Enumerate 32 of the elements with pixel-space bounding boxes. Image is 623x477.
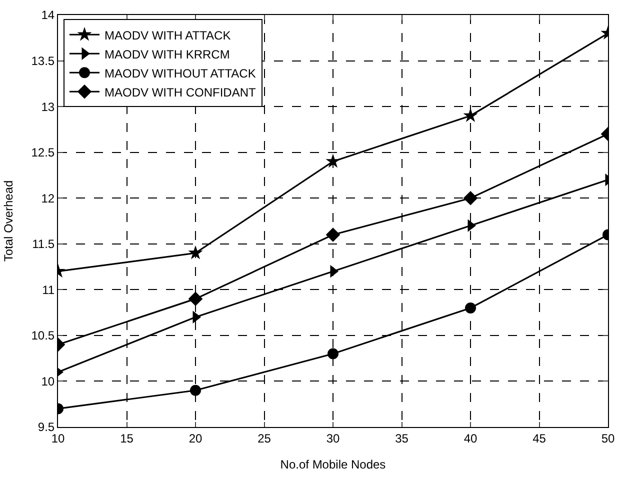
x-tick-label: 15 — [120, 431, 134, 446]
y-axis-title: Total Overhead — [2, 180, 16, 262]
x-tick-label: 40 — [464, 431, 478, 446]
y-tick-label: 11 — [42, 282, 55, 297]
point — [463, 108, 478, 122]
x-tick-label: 30 — [326, 431, 340, 446]
y-tick-label: 10.5 — [31, 328, 55, 343]
y-tick-label: 12 — [41, 191, 55, 206]
y-tick-label: 13 — [41, 100, 55, 114]
point — [326, 154, 340, 168]
y-tick-label: 14 — [41, 8, 55, 22]
point — [326, 228, 340, 242]
x-tick-label: 35 — [395, 431, 409, 446]
y-tick-label: 10 — [41, 374, 55, 388]
y-tick-label: 12.5 — [31, 146, 55, 160]
point — [328, 348, 338, 360]
x-tick-label: 25 — [258, 431, 272, 446]
legend-label: MAODV WITHOUT ATTACK — [104, 66, 256, 80]
point — [188, 245, 203, 260]
point — [190, 384, 201, 396]
legend-label: MAODV WITH KRRCM — [104, 47, 230, 62]
x-tick-label: 20 — [188, 431, 202, 446]
point — [463, 190, 478, 206]
y-tick-label: 13.5 — [31, 54, 55, 68]
point — [188, 292, 203, 306]
legend-label: MAODV WITH ATTACK — [104, 28, 231, 42]
x-tick-label: 50 — [601, 431, 615, 446]
x-tick-label: 45 — [532, 431, 546, 446]
point — [465, 302, 476, 314]
y-tick-label: 11.5 — [32, 237, 55, 252]
x-axis-title: No.of Mobile Nodes — [280, 457, 386, 472]
legend-label: MAODV WITH CONFIDANT — [104, 85, 256, 100]
